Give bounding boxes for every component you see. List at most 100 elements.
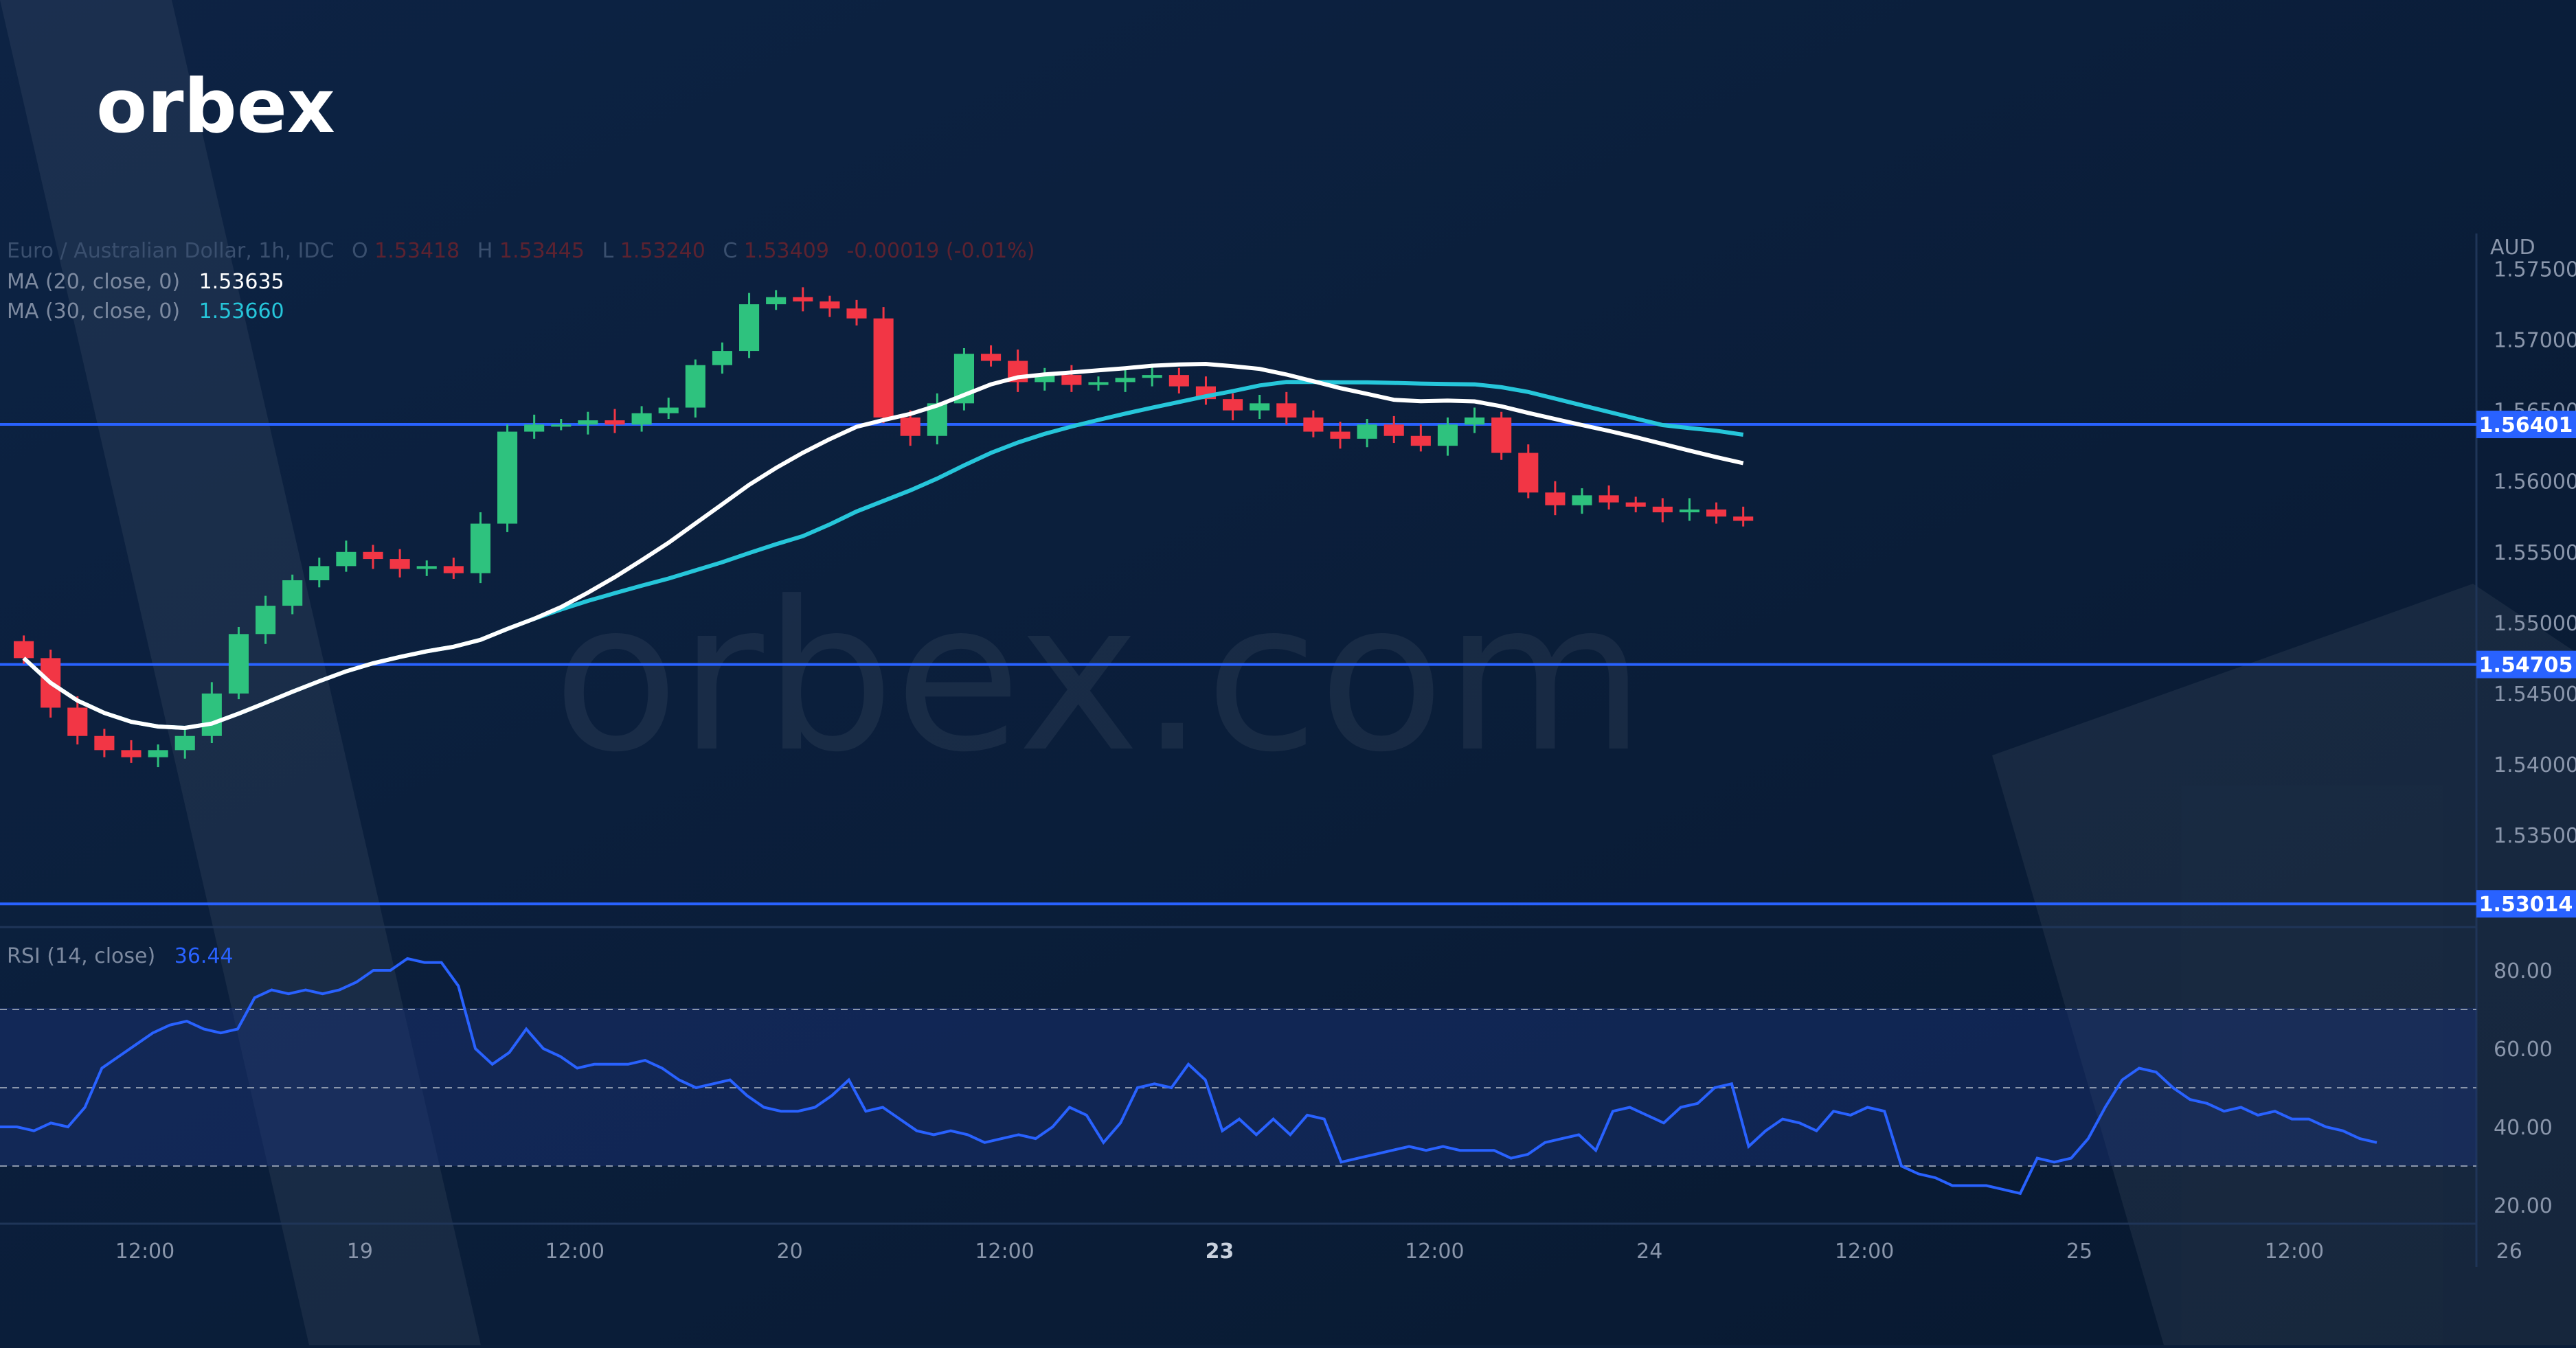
candle-body (1223, 399, 1243, 411)
candle-body (873, 318, 894, 418)
level-label: 1.53014 (2479, 893, 2573, 917)
candle-body (443, 566, 464, 573)
candle-body (846, 308, 867, 319)
candle-body (121, 750, 142, 757)
time-tick-label: 23 (1206, 1240, 1234, 1264)
time-tick-label: 12:00 (1405, 1240, 1464, 1264)
candle-body (1733, 516, 1754, 521)
candle-body (1276, 403, 1297, 418)
candle-body (1061, 375, 1082, 385)
candle-body (981, 354, 1002, 361)
ohlc-high-value: 1.53445 (499, 239, 585, 263)
candle-body (1679, 509, 1699, 513)
price-tick-label: 1.54500 (2494, 683, 2576, 707)
price-axis: 1.575001.570001.565001.560001.555001.550… (2494, 258, 2576, 848)
price-tick-label: 1.55000 (2494, 612, 2576, 636)
candle-body (1357, 424, 1377, 439)
price-tick-label: 1.55500 (2494, 541, 2576, 565)
candle-body (1115, 378, 1136, 382)
candle-body (282, 580, 303, 606)
time-tick-label: 12:00 (2265, 1240, 2324, 1264)
ma30-legend-label: MA (30, close, 0) (7, 299, 180, 323)
price-tick-label: 1.56000 (2494, 470, 2576, 494)
candle-body (94, 735, 115, 751)
candle-body (1168, 375, 1189, 387)
level-label-box (2476, 411, 2576, 439)
candle-body (416, 566, 437, 569)
candle-body (900, 417, 920, 436)
ma20-line (22, 361, 1744, 731)
candle-body (256, 606, 276, 635)
candle-body (1706, 509, 1727, 517)
time-tick-label: 12:00 (1835, 1240, 1894, 1264)
ma20-legend-label: MA (20, close, 0) (7, 270, 180, 294)
ohlc-high-key: H (477, 239, 493, 263)
candle-body (820, 301, 840, 309)
candle-body (1142, 375, 1162, 378)
candle-body (685, 365, 705, 408)
rsi-band-lines (0, 1009, 2476, 1167)
rsi-legend-value: 36.44 (174, 944, 234, 968)
level-label: 1.54705 (2479, 654, 2573, 678)
candle-body (658, 407, 679, 413)
time-tick-label: 26 (2496, 1240, 2522, 1264)
candle-body (1465, 417, 1485, 425)
price-tick-label: 1.54000 (2494, 753, 2576, 777)
rsi-tick-label: 20.00 (2494, 1194, 2553, 1218)
level-label-box (2476, 890, 2576, 918)
orbex-logo: orbex (96, 64, 335, 150)
candle-body (1250, 403, 1270, 411)
candle-body (766, 297, 787, 305)
price-tick-label: 1.57500 (2494, 258, 2576, 282)
candle-body (1518, 453, 1539, 493)
rsi-tick-label: 40.00 (2494, 1116, 2553, 1140)
candle-body (739, 304, 760, 352)
candle-body (67, 707, 88, 736)
time-tick-label: 20 (777, 1240, 803, 1264)
candle-body (363, 551, 383, 560)
candle-body (389, 559, 410, 569)
candle-body (14, 641, 34, 659)
candle-body (309, 566, 330, 580)
candle-body (1383, 424, 1404, 436)
candle-body (1303, 417, 1324, 432)
ma30-legend-value: 1.53660 (199, 299, 284, 323)
level-lines (0, 423, 2476, 906)
time-axis: 12:00 19 12:00 20 12:00 23 12:00 24 12:00 25 12:00… (115, 1240, 2522, 1264)
symbol-legend: Euro / Australian Dollar, 1h, IDC O 1.53… (7, 239, 1035, 263)
candle-body (1625, 502, 1646, 507)
time-tick-label: 24 (1636, 1240, 1662, 1264)
candle-body (336, 551, 357, 567)
candle-body (201, 693, 222, 736)
candle-body (1330, 431, 1351, 439)
candle-body (497, 431, 518, 524)
candle-body (1598, 495, 1619, 503)
ohlc-low-key: L (602, 239, 613, 263)
candle-body (174, 735, 195, 751)
candle-body (793, 297, 813, 301)
time-tick-label: 25 (2066, 1240, 2092, 1264)
candle-body (631, 413, 652, 425)
rsi-line (0, 957, 2377, 1196)
currency-label: AUD (2490, 236, 2535, 260)
level-labels: 1.56401 1.54705 1.53014 (2476, 411, 2576, 918)
time-tick-label: 12:00 (545, 1240, 605, 1264)
candle-body (1545, 492, 1566, 505)
ohlc-open-key: O (352, 239, 368, 263)
ohlc-close-value: 1.53409 (744, 239, 829, 263)
rsi-legend-label: RSI (14, close) (7, 944, 155, 968)
rsi-legend: RSI (14, close) 36.44 (7, 944, 234, 968)
level-label: 1.56401 (2479, 413, 2573, 437)
candle-body (1491, 417, 1512, 453)
ohlc-change: -0.00019 (-0.01%) (846, 239, 1035, 263)
level-label-box (2476, 650, 2576, 678)
ohlc-close-key: C (723, 239, 737, 263)
price-tick-label: 1.53500 (2494, 824, 2576, 848)
candle-body (228, 634, 249, 694)
price-tick-label: 1.57000 (2494, 329, 2576, 353)
time-tick-label: 12:00 (115, 1240, 174, 1264)
ma30-legend: MA (30, close, 0) 1.53660 (7, 299, 284, 323)
